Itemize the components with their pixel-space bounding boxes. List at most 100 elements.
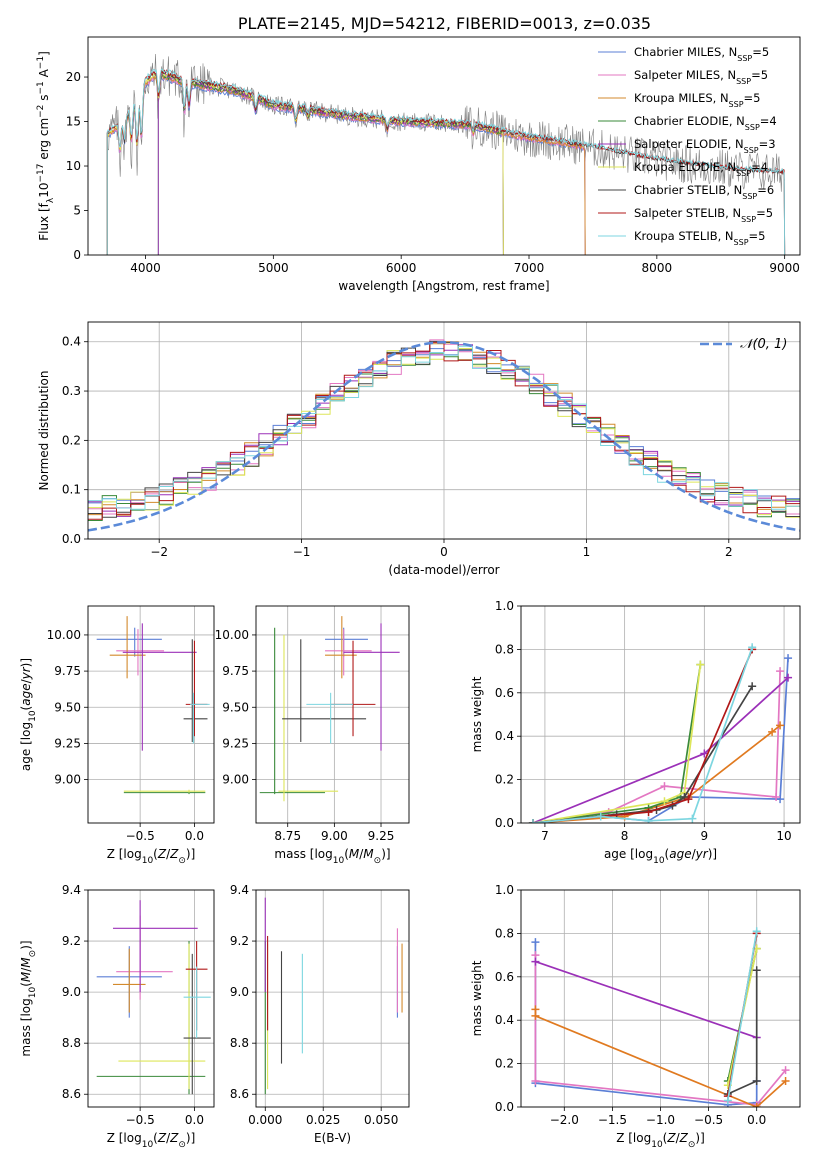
spectrum-legend: Chabrier MILES, NSSP=5 Salpeter MILES, NS… — [598, 45, 777, 247]
massweight-marker — [684, 795, 693, 804]
mass_vs_Z-ytick-label: 9.2 — [62, 934, 81, 948]
age_vs_mass-ytick-label: 9.00 — [222, 773, 249, 787]
mass_vs_ebv-frame — [255, 889, 410, 1108]
massweight-marker — [660, 797, 669, 806]
mass_vs_Z-ytick-label: 8.6 — [62, 1087, 81, 1101]
massweight-marker — [531, 1076, 540, 1085]
massweight-marker — [528, 819, 537, 823]
massweight-marker — [696, 660, 705, 669]
massweight_vs_age-ytick-label: 0.8 — [495, 642, 514, 656]
spectrum-ytick-label: 10 — [66, 159, 81, 173]
massweight_vs_Z-lines — [531, 927, 790, 1107]
massweight-marker — [752, 1103, 761, 1107]
gaussian-curve — [88, 340, 800, 532]
massweight-marker — [644, 816, 653, 823]
massweight_vs_age-ytick-label: 1.0 — [495, 599, 514, 613]
spectrum-xtick-label: 4000 — [130, 261, 161, 275]
massweight-marker — [748, 682, 757, 691]
spectrum-xtick-label: 5000 — [258, 261, 289, 275]
residuals-xtick-label: −1 — [293, 545, 311, 559]
spectrum-xtick-label: 7000 — [514, 261, 545, 275]
residuals-histogram-salpeter_stelib — [88, 341, 800, 520]
massweight_vs_Z-xtick-label: −0.5 — [694, 1113, 723, 1127]
residuals-xtick-label: 0 — [440, 545, 448, 559]
massweight-marker — [768, 727, 777, 736]
massweight_vs_Z-xtick-label: 0.0 — [747, 1113, 766, 1127]
massweight-marker — [531, 938, 540, 947]
residuals-ylabel: Normed distribution — [37, 371, 51, 491]
mass_vs_ebv-xlabel: E(B-V) — [314, 1131, 351, 1145]
massweight-marker — [688, 814, 697, 823]
mass_vs_ebv-ytick-label: 9.0 — [230, 985, 249, 999]
massweight-marker — [531, 1011, 540, 1020]
massweight_vs_age-ylabel: mass weight — [470, 676, 484, 752]
spectrum-xlabel: wavelength [Angstrom, rest frame] — [338, 279, 549, 293]
age_vs_Z-points — [96, 616, 210, 795]
massweight-line-kroupa_stelib — [726, 931, 758, 1101]
massweight-marker — [752, 927, 761, 936]
spectrum-xtick-label: 8000 — [642, 261, 673, 275]
massweight-marker — [644, 808, 653, 817]
massweight_vs_Z-ytick-label: 1.0 — [495, 883, 514, 897]
mass_vs_ebv-ytick-label: 8.8 — [230, 1036, 249, 1050]
residuals-xtick-label: 2 — [725, 545, 733, 559]
age_vs_Z-ytick-label: 9.50 — [54, 700, 81, 714]
mass_vs_ebv-points — [264, 897, 403, 1095]
massweight-marker — [784, 654, 793, 663]
residuals-ytick-label: 0.4 — [62, 335, 81, 349]
residuals-ytick-label: 0.0 — [62, 532, 81, 546]
massweight_vs_age-xtick-label: 7 — [541, 829, 549, 843]
massweight-marker — [781, 1066, 790, 1075]
age_vs_Z-xtick-label: −0.5 — [126, 829, 155, 843]
age_vs_Z-frame — [87, 605, 215, 824]
legend-entry: Kroupa STELIB, NSSP=5 — [634, 229, 765, 247]
age_vs_Z-xtick-label: 0.0 — [185, 829, 204, 843]
massweight_vs_Z-ytick-label: 0.8 — [495, 926, 514, 940]
age_vs_Z-ytick-label: 10.00 — [47, 628, 81, 642]
mass_vs_Z-ytick-label: 9.0 — [62, 985, 81, 999]
legend-entry: Chabrier ELODIE, NSSP=4 — [634, 114, 777, 132]
mass_vs_Z-ytick-label: 8.8 — [62, 1036, 81, 1050]
massweight_vs_age-frame — [520, 605, 801, 824]
massweight-marker — [748, 643, 757, 652]
age_vs_mass-ytick-label: 9.75 — [222, 664, 249, 678]
legend-entry: Salpeter ELODIE, NSSP=3 — [634, 137, 776, 155]
massweight-marker — [776, 667, 785, 676]
massweight-marker — [752, 966, 761, 975]
massweight_vs_Z-ytick-label: 0.4 — [495, 1013, 514, 1027]
residuals-frame — [87, 321, 801, 540]
spectrum-ytick-label: 20 — [66, 70, 81, 84]
legend-entry: Chabrier MILES, NSSP=5 — [634, 45, 769, 63]
massweight_vs_age-xtick-label: 8 — [621, 829, 629, 843]
age_vs_Z-ytick-label: 9.25 — [54, 736, 81, 750]
massweight_vs_Z-xtick-label: −1.0 — [646, 1113, 675, 1127]
massweight_vs_Z-ytick-label: 0.2 — [495, 1057, 514, 1071]
massweight-marker — [776, 721, 785, 730]
age_vs_mass-xtick-label: 9.25 — [368, 829, 395, 843]
mass_vs_ebv-ytick-label: 8.6 — [230, 1087, 249, 1101]
spectrum-xtick-label: 6000 — [386, 261, 417, 275]
mass_vs_ebv-xtick-label: 0.000 — [248, 1113, 282, 1127]
age_vs_mass-ytick-label: 9.25 — [222, 736, 249, 750]
residuals-xtick-label: 1 — [583, 545, 591, 559]
age_vs_mass-points — [259, 616, 400, 802]
massweight_vs_Z-xtick-label: −1.5 — [598, 1113, 627, 1127]
residuals-histograms — [88, 339, 800, 532]
age_vs_mass-frame — [255, 605, 410, 824]
massweight-marker — [596, 812, 605, 821]
massweight_vs_Z-frame — [520, 889, 801, 1108]
age_vs_mass-ytick-label: 10.00 — [215, 628, 249, 642]
mass_vs_ebv-axes: 0.000 0.025 0.050 8.6 8.8 9.0 9.2 9.4 E(B-V) — [230, 883, 409, 1145]
mass_vs_Z-ytick-label: 9.4 — [62, 883, 81, 897]
spectrum-xtick-label: 9000 — [769, 261, 800, 275]
massweight_vs_age-ytick-label: 0.4 — [495, 729, 514, 743]
residuals-ytick-label: 0.3 — [62, 384, 81, 398]
mass_vs_ebv-xtick-label: 0.050 — [364, 1113, 398, 1127]
massweight-marker — [531, 957, 540, 966]
spectrum-lines — [106, 53, 786, 255]
massweight_vs_Z-ylabel: mass weight — [470, 960, 484, 1036]
massweight_vs_age-lines — [528, 643, 793, 823]
massweight_vs_age-xtick-label: 10 — [776, 829, 791, 843]
mass_vs_Z-frame — [87, 889, 215, 1108]
